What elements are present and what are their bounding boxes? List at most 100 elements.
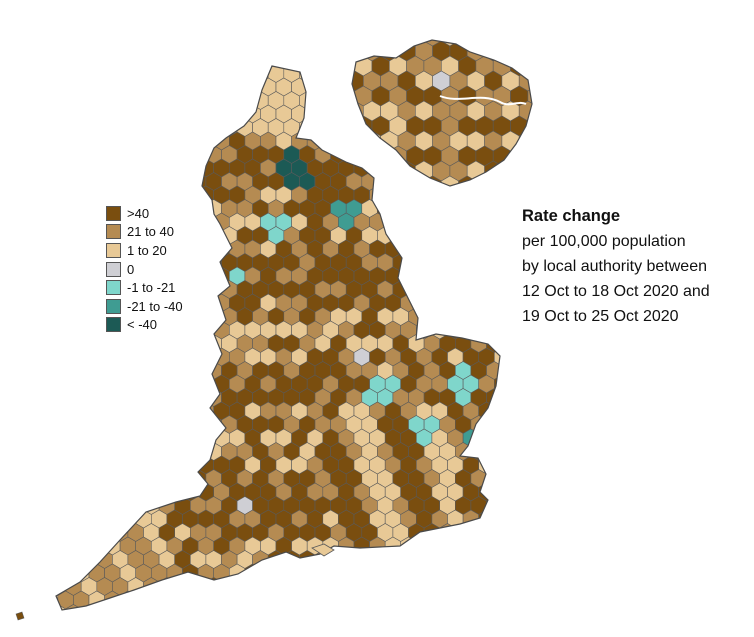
authority-region [57,77,74,97]
authority-region [213,77,230,97]
authority-region [462,563,480,583]
authority-region [345,145,363,164]
authority-region [190,118,207,137]
authority-region [127,604,144,610]
authority-region [423,280,441,299]
isles-of-scilly [15,611,25,621]
authority-region [314,91,331,110]
authority-region [119,104,136,124]
thames-river [439,95,527,106]
authority-region [197,104,214,124]
legend-item: -21 to -40 [106,297,183,316]
authority-region [502,362,518,380]
authority-region [493,293,500,313]
authority-region [400,239,417,259]
authority-region [502,281,518,299]
authority-region [57,563,74,583]
authority-region [96,442,113,461]
authority-region [415,536,433,556]
authority-region [104,509,121,529]
authority-region [135,77,152,97]
authority-region [151,347,168,367]
legend-label: 21 to 40 [127,224,174,240]
authority-region [56,185,59,205]
authority-region [190,361,207,380]
authority-region [486,496,500,515]
authority-region [182,66,199,70]
caption-title: Rate change [522,207,621,225]
england-outline [55,65,501,611]
authority-region [439,280,456,299]
authority-region [291,563,308,583]
authority-region [527,55,532,77]
authority-region [127,118,144,137]
authority-region [57,509,74,529]
authority-region [158,145,175,164]
authority-region [338,131,355,151]
authority-region [65,253,82,272]
legend-label: 1 to 20 [127,242,167,258]
authority-region [486,442,500,461]
authority-region [236,577,253,596]
authority-region [190,442,207,461]
authority-region [322,104,339,124]
authority-region [190,199,207,218]
authority-region [96,469,113,488]
authority-region [73,320,90,340]
authority-region [205,91,222,110]
authority-region [56,212,59,232]
authority-region [57,428,74,448]
legend-label: < -40 [127,317,157,333]
authority-region [392,172,409,191]
authority-region [478,293,495,313]
authority-region [127,388,144,407]
authority-region [431,590,448,610]
authority-region [330,550,347,569]
authority-region [352,40,356,47]
authority-region [527,175,532,186]
authority-region [73,293,90,313]
authority-region [96,361,113,380]
authority-region [57,185,74,205]
authority-region [73,131,90,151]
authority-region [322,563,339,583]
authority-region [330,66,347,83]
authority-region [439,253,456,272]
authority-region [439,577,456,596]
authority-region [392,550,409,569]
authority-region [493,590,500,610]
authority-region [408,550,425,569]
authority-region [166,131,183,151]
authority-region [56,415,66,434]
authority-region [423,604,441,610]
authority-region [119,66,136,70]
authority-region [236,604,253,610]
authority-region [190,577,207,596]
authority-region [174,361,191,380]
authority-region [291,66,308,70]
authority-region [56,469,66,488]
authority-region [406,175,425,186]
authority-region [135,482,152,502]
authority-region [65,523,82,542]
authority-region [197,293,214,313]
authority-region [354,145,373,167]
authority-region [314,118,331,137]
authority-region [80,145,98,164]
authority-region [80,496,98,515]
authority-region [190,253,207,272]
authority-region [470,604,487,610]
authority-region [65,307,82,326]
authority-region [56,104,59,124]
authority-region [166,374,183,394]
authority-region [96,415,113,434]
authority-region [56,280,66,299]
authority-region [431,239,448,259]
authority-region [88,293,105,313]
authority-region [127,415,144,434]
authority-region [306,77,324,97]
authority-region [478,266,495,286]
authority-region [151,455,168,475]
london-inset-outline [351,39,533,187]
